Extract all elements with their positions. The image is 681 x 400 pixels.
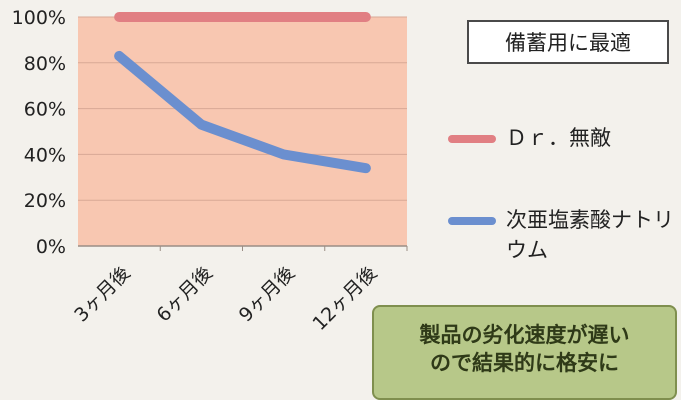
legend-item-sodium-hypochlorite: 次亜塩素酸ナトリウム <box>448 205 676 266</box>
callout-line-1: 製品の劣化速度が遅い <box>419 323 630 347</box>
data-point <box>363 166 368 171</box>
callout-line-2: ので結果的に格安に <box>430 351 619 376</box>
legend-label-dr-muteki: Ｄｒ．無敵 <box>506 126 611 150</box>
y-tick-label: 20% <box>24 190 66 212</box>
x-tick-label: 12ヶ月後 <box>308 262 381 335</box>
legend-label-sodium-hypochlorite: 次亜塩素酸ナトリウム <box>506 208 674 263</box>
series-lines <box>114 12 371 174</box>
y-axis-tick-labels: 0% 20% 40% 60% 80% 100% <box>12 7 66 258</box>
y-tick-label: 60% <box>24 99 66 121</box>
legend-swatch-dr-muteki <box>448 135 496 143</box>
data-point <box>281 15 286 19</box>
data-point <box>117 15 122 19</box>
y-tick-label: 0% <box>36 236 66 258</box>
legend-swatch-sodium-hypochlorite <box>448 217 496 225</box>
legend-item-dr-muteki: Ｄｒ．無敵 <box>448 123 676 153</box>
series-line-2 <box>114 50 371 174</box>
x-axis-tick-labels: 3ヶ月後 6ヶ月後 9ヶ月後 12ヶ月後 <box>70 246 408 335</box>
x-tick-label: 3ヶ月後 <box>70 262 134 326</box>
plot-area <box>78 17 407 246</box>
line-chart: 0% 20% 40% 60% 80% 100% 3ヶ月後 6ヶ月後 9ヶ月後 12ヶ月後 <box>12 7 408 335</box>
y-tick-label: 80% <box>24 53 66 75</box>
stockpile-badge: 備蓄用に最適 <box>467 20 669 64</box>
data-point <box>199 122 204 127</box>
badge-text: 備蓄用に最適 <box>505 31 631 55</box>
x-tick-label: 9ヶ月後 <box>235 262 299 326</box>
callout-box: 製品の劣化速度が遅い ので結果的に格安に <box>372 305 677 400</box>
data-point <box>199 15 204 19</box>
y-tick-label: 40% <box>24 144 66 166</box>
x-tick-label: 6ヶ月後 <box>152 262 216 326</box>
data-point <box>363 15 368 19</box>
y-tick-label: 100% <box>12 7 66 29</box>
data-point <box>281 152 286 157</box>
data-point <box>117 53 122 58</box>
